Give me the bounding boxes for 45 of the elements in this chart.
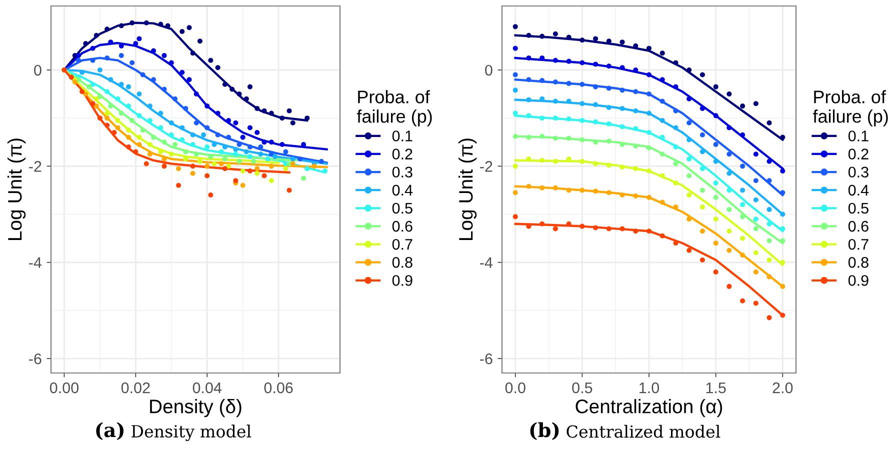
legend-label: 0.4 [848, 184, 869, 196]
text: Centralized model [566, 424, 720, 438]
legend-label: 0.1 [848, 130, 868, 142]
y-tick-label: -2 [480, 161, 492, 172]
y-tick-label: -6 [29, 353, 42, 364]
legend-label: 0.6 [848, 220, 868, 232]
x-tick-label: 0.06 [264, 382, 293, 394]
x-tick-label: 0.02 [121, 382, 150, 394]
legend-label: 0.1 [392, 130, 412, 142]
legend-label: 0.5 [848, 202, 868, 214]
legend-label: 0.4 [392, 184, 413, 196]
text: Density model [132, 424, 252, 442]
x-tick-label: 1.5 [706, 382, 726, 394]
y-tick-label: 0 [485, 64, 492, 76]
x-tick-label: 0.0 [505, 382, 526, 394]
legend-label: 0.9 [392, 275, 412, 286]
legend-label: 0.3 [848, 166, 868, 178]
legend-label: 0.7 [848, 238, 868, 250]
y-axis-title: Log Unit (π) [458, 138, 477, 240]
legend-label: 0.9 [848, 275, 868, 286]
legend-label: 0.6 [392, 220, 412, 232]
legend-label: 0.7 [392, 238, 412, 250]
legend-label: 0.8 [392, 257, 412, 268]
y-axis-title: Log Unit (π) [7, 138, 26, 240]
x-axis-title: Density (δ) [150, 399, 242, 418]
y-tick-label: -4 [29, 257, 42, 268]
y-tick-label: -2 [29, 161, 42, 172]
legend-label: 0.2 [392, 148, 412, 160]
legend-title: Proba. of failure (p) [812, 90, 888, 126]
legend-label: 0.2 [848, 148, 868, 160]
text: (a) [96, 422, 124, 440]
x-axis-title: Centralization (α) [576, 399, 722, 418]
legend-label: 0.5 [392, 202, 412, 214]
x-tick-label: 2.0 [772, 382, 793, 394]
x-tick-label: 1.0 [640, 382, 660, 394]
legend-label: 0.3 [392, 166, 412, 178]
legend-label: 0.8 [848, 257, 868, 268]
y-tick-label: -6 [480, 353, 492, 364]
y-tick-label: 0 [34, 64, 42, 76]
x-tick-label: 0.00 [50, 382, 78, 394]
legend-title: Proba. of failure (p) [356, 90, 432, 126]
x-tick-label: 0.5 [572, 382, 592, 394]
text: (b) [530, 422, 559, 440]
x-tick-label: 0.04 [192, 382, 222, 394]
y-tick-label: -4 [480, 257, 493, 268]
